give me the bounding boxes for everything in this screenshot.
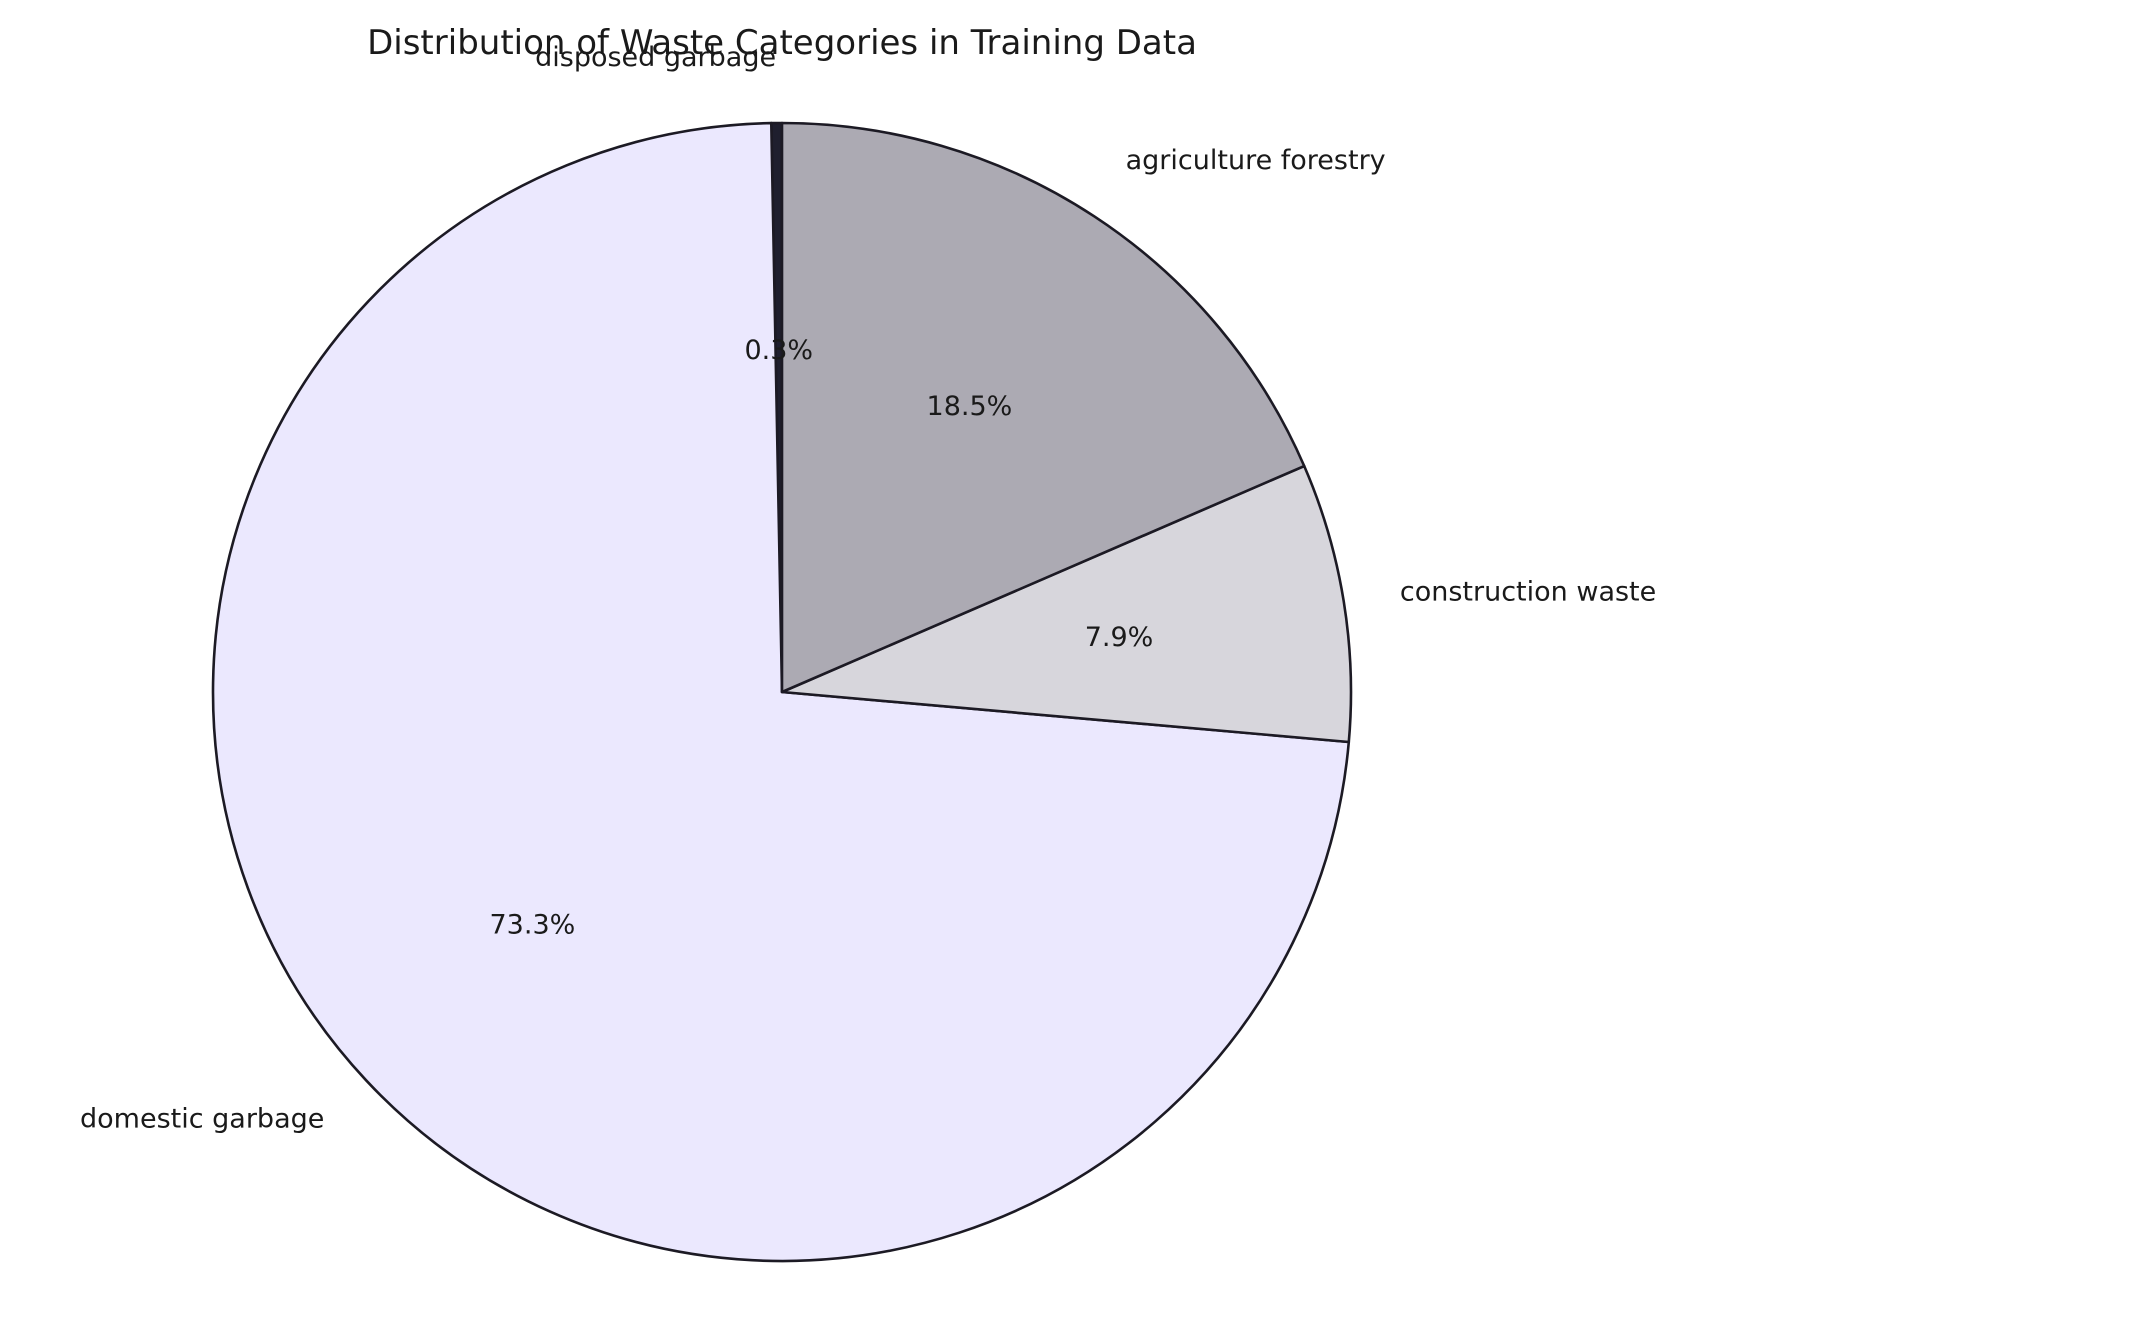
slice-label-disposed-garbage: disposed garbage [535, 42, 776, 73]
pct-label-agriculture-forestry: 18.5% [927, 391, 1013, 422]
slice-label-agriculture-forestry: agriculture forestry [1126, 145, 1386, 176]
pie-labels: disposed garbage 0.3% domestic garbage 73.3… [80, 42, 1656, 1134]
pct-label-disposed-garbage: 0.3% [744, 335, 813, 366]
pie-slice-agriculture-forestry [780, 121, 1306, 694]
pie-slices [211, 121, 1353, 1263]
pct-label-construction-waste: 7.9% [1085, 622, 1154, 653]
pie-slice-construction-waste [780, 464, 1353, 744]
slice-label-domestic-garbage: domestic garbage [80, 1104, 324, 1135]
slice-label-construction-waste: construction waste [1400, 577, 1656, 608]
chart-title: Distribution of Waste Categories in Trai… [367, 23, 1197, 63]
pct-label-domestic-garbage: 73.3% [490, 909, 576, 940]
